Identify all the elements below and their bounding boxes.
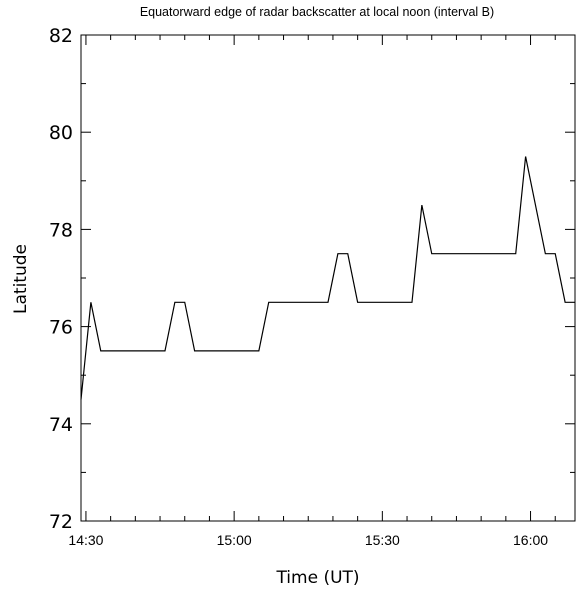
data-points xyxy=(80,155,577,401)
data-point xyxy=(564,301,567,304)
x-axis: 14:30 15:00 15:30 16:00 xyxy=(68,35,556,548)
y-tick-label: 78 xyxy=(49,219,73,241)
latitude-series-line xyxy=(80,156,575,400)
y-axis: 72 74 76 78 80 82 xyxy=(49,25,575,533)
plot-frame xyxy=(80,34,576,522)
data-point xyxy=(114,349,117,352)
data-point xyxy=(524,155,527,158)
data-point xyxy=(514,252,517,255)
x-tick-label: 16:00 xyxy=(513,532,548,548)
data-point xyxy=(410,301,413,304)
data-point xyxy=(356,301,359,304)
y-tick-label: 80 xyxy=(49,122,73,144)
x-tick-label: 15:30 xyxy=(365,532,400,548)
data-point xyxy=(99,349,102,352)
data-point xyxy=(89,301,92,304)
y-tick-label: 74 xyxy=(49,414,73,436)
y-axis-label: Latitude xyxy=(11,244,31,314)
data-point xyxy=(504,252,507,255)
data-point xyxy=(420,204,423,207)
data-point xyxy=(183,301,186,304)
data-point xyxy=(163,349,166,352)
x-tick-label: 14:30 xyxy=(68,532,103,548)
x-axis-label: Time (UT) xyxy=(275,568,359,588)
y-tick-label: 82 xyxy=(49,25,73,47)
x-tick-label: 15:00 xyxy=(217,532,252,548)
chart-title: Equatorward edge of radar backscatter at… xyxy=(140,5,494,19)
data-point xyxy=(327,301,330,304)
y-tick-label: 72 xyxy=(49,511,73,533)
data-point xyxy=(336,252,339,255)
data-point xyxy=(544,252,547,255)
data-point xyxy=(193,349,196,352)
data-point xyxy=(80,398,83,401)
data-point xyxy=(257,349,260,352)
data-point xyxy=(430,252,433,255)
data-point xyxy=(173,301,176,304)
data-point xyxy=(267,301,270,304)
data-point xyxy=(574,301,577,304)
y-tick-label: 76 xyxy=(49,317,73,339)
data-point xyxy=(346,252,349,255)
data-point xyxy=(554,252,557,255)
